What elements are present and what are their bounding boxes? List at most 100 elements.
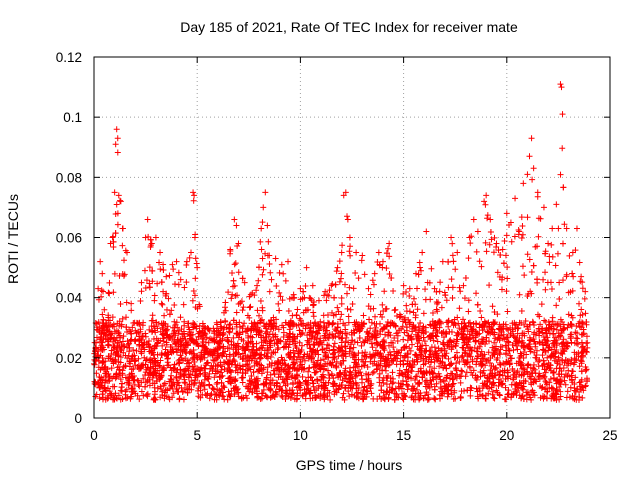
data-point	[297, 285, 304, 292]
data-point-cloud	[324, 393, 331, 400]
data-point-cloud	[496, 379, 503, 386]
data-point-cloud	[529, 318, 536, 325]
data-point-cloud	[508, 394, 515, 401]
data-point-cloud	[504, 275, 511, 282]
x-tick-label: 15	[396, 428, 411, 443]
data-point-cloud	[146, 382, 153, 389]
data-point-cloud	[310, 299, 317, 306]
data-point-cloud	[465, 308, 472, 315]
data-point-cloud	[504, 334, 511, 341]
data-point-cloud	[323, 297, 330, 304]
data-point-cloud	[536, 372, 543, 379]
data-point-cloud	[515, 226, 522, 233]
data-point-cloud	[283, 340, 290, 347]
data-point-cloud	[312, 329, 319, 336]
data-point-cloud	[457, 288, 464, 295]
data-point-cloud	[249, 389, 256, 396]
data-point-cloud	[450, 258, 457, 265]
data-point-cloud	[510, 375, 517, 382]
data-point-cloud	[239, 379, 246, 386]
data-point-cloud	[449, 295, 456, 302]
data-point-cloud	[423, 370, 430, 377]
data-point-cloud	[372, 327, 379, 334]
data-point-cloud	[556, 396, 563, 403]
data-point-cloud	[539, 352, 546, 359]
data-point-cloud	[433, 299, 440, 305]
data-point-cloud	[264, 329, 271, 336]
data-point	[112, 141, 119, 148]
data-point-cloud	[530, 335, 537, 342]
data-point-cloud	[257, 297, 264, 304]
y-tick-label: 0.04	[56, 291, 83, 306]
data-point-cloud	[564, 388, 571, 395]
data-point-cloud	[202, 362, 209, 369]
data-point-cloud	[258, 370, 265, 377]
data-point-cloud	[271, 320, 278, 327]
data-point	[190, 189, 197, 196]
data-point-cloud	[568, 321, 575, 328]
data-point	[549, 225, 556, 232]
data-point-cloud	[111, 270, 118, 277]
data-point-cloud	[513, 321, 520, 328]
data-point-cloud	[465, 297, 472, 304]
data-point-cloud	[197, 394, 204, 401]
y-tick-label: 0.02	[56, 351, 82, 366]
data-point-cloud	[342, 384, 349, 391]
data-point-cloud	[537, 215, 544, 222]
data-point	[483, 192, 490, 199]
data-point-cloud	[314, 376, 321, 383]
data-point-cloud	[363, 387, 370, 394]
data-point-cloud	[554, 387, 561, 394]
data-point-cloud	[267, 326, 274, 333]
data-point-cloud	[369, 370, 376, 377]
data-point-cloud	[245, 346, 252, 353]
data-point-cloud	[355, 389, 362, 396]
data-point-cloud	[546, 379, 553, 386]
data-point	[214, 345, 221, 352]
data-point-cloud	[128, 330, 135, 337]
data-point-cloud	[110, 321, 117, 328]
data-point-cloud	[246, 388, 253, 395]
data-point-cloud	[360, 358, 367, 365]
data-point-cloud	[478, 314, 485, 321]
data-point-cloud	[308, 355, 315, 362]
data-point-cloud	[494, 269, 501, 276]
data-point-cloud	[231, 261, 238, 268]
data-point-cloud	[151, 297, 158, 304]
data-point-cloud	[308, 353, 315, 360]
data-point-cloud	[297, 362, 304, 369]
data-point-cloud	[225, 375, 232, 382]
data-point-cloud	[331, 340, 338, 347]
data-point-cloud	[190, 354, 197, 361]
data-point-cloud	[137, 326, 144, 333]
data-point-cloud	[526, 341, 533, 348]
data-point-cloud	[500, 331, 507, 338]
data-point-cloud	[258, 334, 265, 341]
data-point-cloud	[571, 340, 578, 347]
data-point-cloud	[321, 322, 328, 329]
data-point-cloud	[124, 338, 131, 345]
data-point-cloud	[497, 346, 504, 353]
data-point-cloud	[503, 325, 510, 332]
data-point-cloud	[266, 379, 273, 386]
data-point-cloud	[540, 357, 547, 364]
data-point-cloud	[287, 323, 294, 330]
data-point-cloud	[112, 390, 119, 397]
data-point-cloud	[479, 392, 486, 399]
data-point-cloud	[196, 371, 203, 378]
data-point-cloud	[192, 377, 199, 384]
data-point-cloud	[205, 325, 212, 332]
data-point-cloud	[489, 381, 496, 388]
data-point-cloud	[495, 247, 502, 254]
data-point-cloud	[561, 221, 568, 228]
data-point-cloud	[181, 318, 188, 325]
data-point-cloud	[208, 336, 215, 343]
data-point-cloud	[414, 332, 421, 339]
data-point-cloud	[197, 367, 204, 374]
data-point-cloud	[312, 395, 319, 402]
data-point-cloud	[337, 316, 344, 323]
data-point-cloud	[156, 259, 163, 266]
data-point-cloud	[428, 381, 435, 388]
data-point-cloud	[100, 316, 107, 323]
data-point	[258, 225, 265, 232]
